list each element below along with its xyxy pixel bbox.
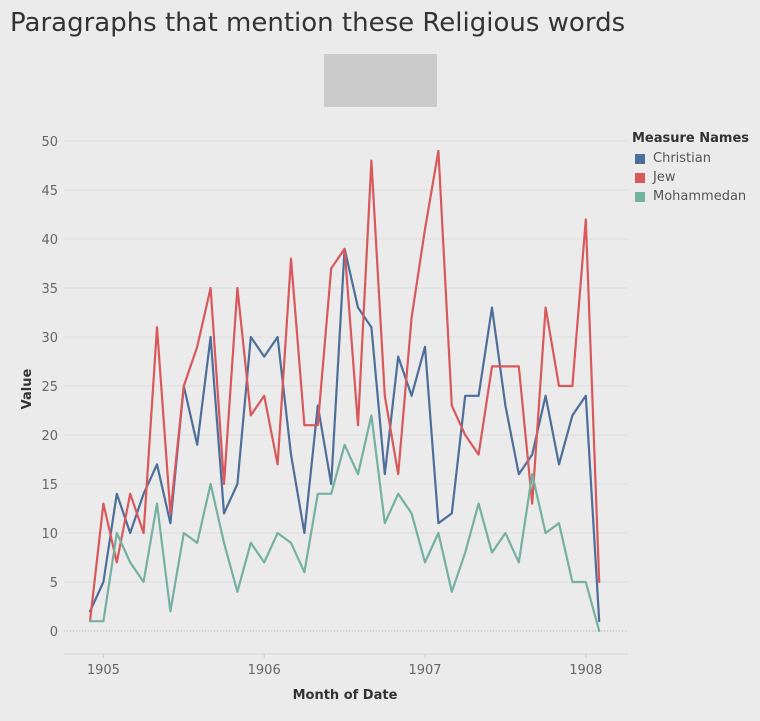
legend-label: Jew bbox=[653, 170, 676, 185]
y-tick-label: 50 bbox=[41, 135, 58, 150]
y-tick-label: 40 bbox=[41, 233, 58, 248]
filter-placeholder-box[interactable] bbox=[324, 54, 437, 107]
y-tick-label: 15 bbox=[41, 478, 58, 493]
legend-item-mohammedan[interactable]: Mohammedan bbox=[632, 187, 749, 206]
chart-title: Paragraphs that mention these Religious … bbox=[10, 8, 626, 38]
x-tick-label: 1905 bbox=[87, 663, 120, 678]
y-tick-label: 35 bbox=[41, 282, 58, 297]
legend: Measure Names Christian Jew Mohammedan bbox=[632, 131, 749, 206]
legend-item-jew[interactable]: Jew bbox=[632, 168, 749, 187]
x-axis-title: Month of Date bbox=[293, 688, 398, 703]
legend-item-christian[interactable]: Christian bbox=[632, 149, 749, 168]
legend-swatch-christian bbox=[635, 153, 645, 164]
legend-swatch-jew bbox=[635, 172, 645, 183]
y-tick-label: 10 bbox=[41, 527, 58, 542]
series-line-mohammedan bbox=[88, 414, 601, 633]
y-tick-label: 5 bbox=[50, 576, 58, 591]
y-axis-ticks: 0 5 10 15 20 25 30 35 40 45 50 bbox=[41, 135, 58, 640]
x-tick-label: 1907 bbox=[408, 663, 441, 678]
legend-swatch-mohammedan bbox=[635, 191, 645, 202]
legend-label: Christian bbox=[653, 151, 711, 166]
legend-title: Measure Names bbox=[632, 131, 750, 146]
y-axis-title: Value bbox=[20, 368, 35, 409]
x-tick-label: 1906 bbox=[248, 663, 281, 678]
series-lines bbox=[88, 149, 601, 633]
x-tick-label: 1908 bbox=[569, 663, 602, 678]
y-tick-label: 30 bbox=[41, 331, 58, 346]
legend-label: Mohammedan bbox=[653, 189, 747, 204]
x-axis-ticks: 1905 1906 1907 1908 bbox=[64, 653, 628, 678]
y-tick-label: 25 bbox=[41, 380, 58, 395]
series-line-jew bbox=[88, 149, 601, 623]
y-tick-label: 20 bbox=[41, 429, 58, 444]
y-tick-label: 45 bbox=[41, 184, 58, 199]
y-tick-label: 0 bbox=[50, 625, 58, 640]
